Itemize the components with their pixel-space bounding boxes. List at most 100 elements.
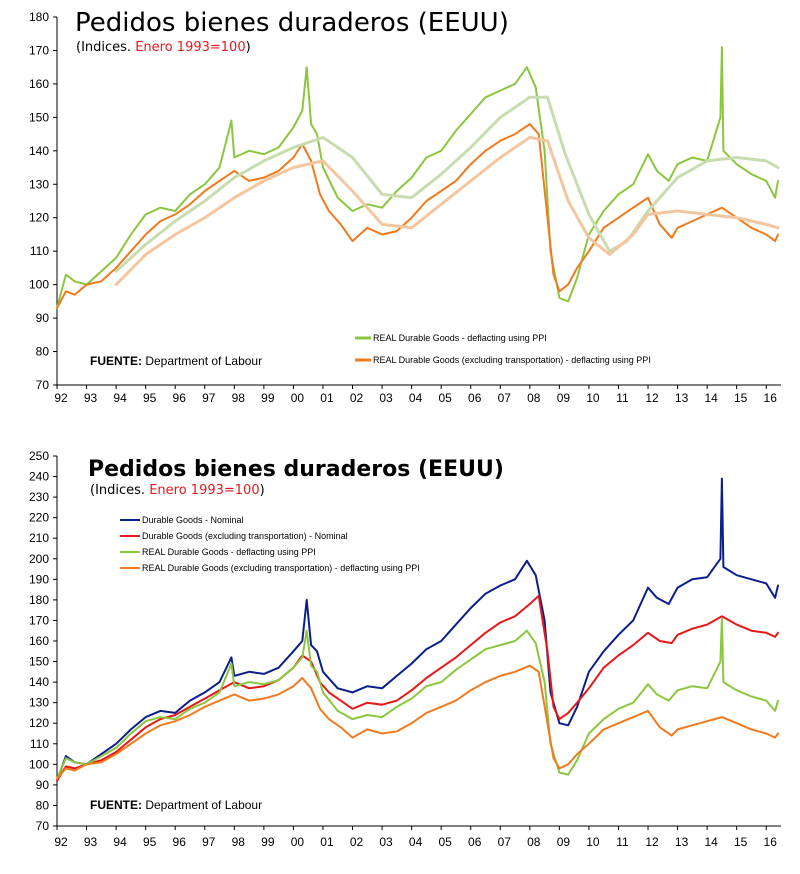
- chart-1-xtick-label: 03: [379, 391, 393, 405]
- chart-1-title: Pedidos bienes duraderos (EEUU): [75, 8, 509, 38]
- chart-2-xtick-label: 04: [409, 835, 423, 849]
- chart-2-subtitle: (Indices. Enero 1993=100): [90, 483, 265, 498]
- chart-1-xtick-label: 98: [232, 391, 246, 405]
- chart-1-ytick-label: 170: [29, 43, 49, 57]
- chart-2-xtick-label: 13: [675, 835, 689, 849]
- chart-1-ytick-label: 90: [36, 311, 50, 325]
- chart-2-xtick-label: 14: [704, 835, 718, 849]
- chart-2-xtick-label: 01: [320, 835, 334, 849]
- chart-2-ytick-label: 110: [30, 737, 49, 751]
- chart-2-xtick-label: 95: [143, 835, 157, 849]
- chart-2-xtick-label: 06: [468, 835, 482, 849]
- chart-2-ytick-label: 200: [29, 552, 49, 566]
- chart-1-xtick-label: 97: [202, 391, 216, 405]
- chart-1-xtick-label: 95: [143, 391, 157, 405]
- chart-1-xtick-label: 93: [84, 391, 98, 405]
- chart-2-xtick-label: 99: [261, 835, 275, 849]
- chart-2-xtick-label: 97: [202, 835, 216, 849]
- chart-1-xtick-label: 07: [498, 391, 512, 405]
- chart-nominal-vs-real-durable-goods: Pedidos bienes duraderos (EEUU) (Indices…: [0, 436, 800, 874]
- chart-1-ytick-label: 130: [29, 177, 49, 191]
- chart-real-durable-goods: Pedidos bienes duraderos (EEUU) (Indices…: [0, 0, 800, 420]
- chart-1-xtick-label: 99: [261, 391, 275, 405]
- chart-1-ytick-label: 100: [29, 278, 49, 292]
- chart-2-xtick-label: 12: [645, 835, 659, 849]
- chart-1-subtitle: (Indices. Enero 1993=100): [76, 40, 251, 55]
- chart-2-xtick-label: 09: [557, 835, 571, 849]
- chart-2-legend-label: REAL Durable Goods - deflacting using PP…: [142, 547, 316, 557]
- chart-2-svg: Pedidos bienes duraderos (EEUU) (Indices…: [29, 449, 781, 849]
- chart-2-xtick-label: 93: [84, 835, 98, 849]
- chart-2-ytick-label: 220: [29, 511, 49, 525]
- chart-1-xtick-label: 96: [173, 391, 187, 405]
- chart-1-xtick-label: 16: [764, 391, 778, 405]
- chart-2-ytick-label: 130: [29, 696, 49, 710]
- chart-2-source: FUENTE: Department of Labour: [90, 798, 262, 812]
- chart-1-xtick-label: 94: [113, 391, 127, 405]
- chart-2-ytick-label: 100: [29, 757, 49, 771]
- chart-1-ytick-label: 180: [29, 10, 49, 24]
- chart-1-xtick-label: 09: [557, 391, 571, 405]
- chart-2-ytick-label: 170: [29, 613, 49, 627]
- chart-2-ytick-label: 240: [29, 470, 49, 484]
- chart-1-xtick-label: 05: [438, 391, 452, 405]
- chart-1-svg: Pedidos bienes duraderos (EEUU) (Indices…: [29, 8, 781, 405]
- chart-2-series-real: [56, 617, 779, 780]
- chart-1-xtick-label: 06: [468, 391, 482, 405]
- chart-1-source: FUENTE: Department of Labour: [90, 354, 262, 368]
- chart-2-xtick-label: 15: [734, 835, 748, 849]
- chart-1-xtick-label: 12: [645, 391, 659, 405]
- chart-2-ytick-label: 190: [29, 572, 49, 586]
- chart-2-ytick-label: 140: [29, 675, 49, 689]
- chart-1-series-real: [56, 46, 779, 310]
- chart-1-ytick-label: 160: [29, 77, 49, 91]
- chart-2-xtick-label: 03: [379, 835, 393, 849]
- chart-1-xtick-label: 13: [675, 391, 689, 405]
- chart-2-xtick-label: 94: [113, 835, 127, 849]
- chart-1-xtick-label: 92: [54, 391, 68, 405]
- chart-2-series-nominal: [56, 477, 779, 782]
- chart-2-title: Pedidos bienes duraderos (EEUU): [88, 457, 504, 482]
- chart-2-legend-label: REAL Durable Goods (excluding transporta…: [142, 563, 420, 573]
- chart-2-xtick-label: 92: [54, 835, 68, 849]
- chart-2-xtick-label: 10: [586, 835, 600, 849]
- chart-2-xtick-label: 11: [616, 835, 629, 849]
- chart-1-xtick-label: 15: [734, 391, 748, 405]
- chart-2-series-nominal-ex: [56, 594, 779, 782]
- chart-2-ytick-label: 70: [36, 819, 50, 833]
- chart-2-xtick-label: 00: [291, 835, 305, 849]
- chart-1-xtick-label: 00: [291, 391, 305, 405]
- chart-1-ytick-label: 120: [29, 211, 49, 225]
- chart-1-series-trend-real-ex: [114, 135, 780, 287]
- chart-2-ytick-label: 180: [29, 593, 49, 607]
- chart-1-ytick-label: 80: [36, 345, 50, 359]
- chart-1-legend-label: REAL Durable Goods (excluding transporta…: [373, 355, 651, 365]
- chart-1-xtick-label: 10: [586, 391, 600, 405]
- chart-2-legend-label: Durable Goods - Nominal: [142, 515, 244, 525]
- chart-2-xtick-label: 08: [527, 835, 541, 849]
- chart-1-xtick-label: 02: [350, 391, 364, 405]
- chart-2-xtick-label: 16: [764, 835, 778, 849]
- chart-2-ytick-label: 230: [29, 490, 49, 504]
- chart-2-ytick-label: 80: [36, 798, 50, 812]
- chart-2-ytick-label: 210: [29, 531, 49, 545]
- chart-1-ytick-label: 140: [29, 144, 49, 158]
- chart-1-xtick-label: 11: [616, 391, 629, 405]
- chart-1-series-real-ex: [56, 123, 779, 310]
- chart-2-ytick-label: 160: [29, 634, 49, 648]
- chart-2-legend-label: Durable Goods (excluding transportation)…: [142, 531, 348, 541]
- chart-1-xtick-label: 08: [527, 391, 541, 405]
- chart-2-xtick-label: 96: [173, 835, 187, 849]
- chart-2-xtick-label: 07: [498, 835, 512, 849]
- chart-1-xtick-label: 04: [409, 391, 423, 405]
- chart-2-ytick-label: 120: [29, 716, 49, 730]
- chart-1-xtick-label: 14: [704, 391, 718, 405]
- chart-2-ytick-label: 90: [36, 778, 50, 792]
- chart-1-ytick-label: 70: [36, 378, 50, 392]
- chart-1-series-trend-real: [114, 95, 780, 273]
- chart-2-xtick-label: 02: [350, 835, 364, 849]
- chart-2-xtick-label: 98: [232, 835, 246, 849]
- chart-1-legend-label: REAL Durable Goods - deflacting using PP…: [373, 333, 547, 343]
- chart-2-series-real-ex: [56, 664, 779, 780]
- chart-2-ytick-label: 250: [29, 449, 49, 463]
